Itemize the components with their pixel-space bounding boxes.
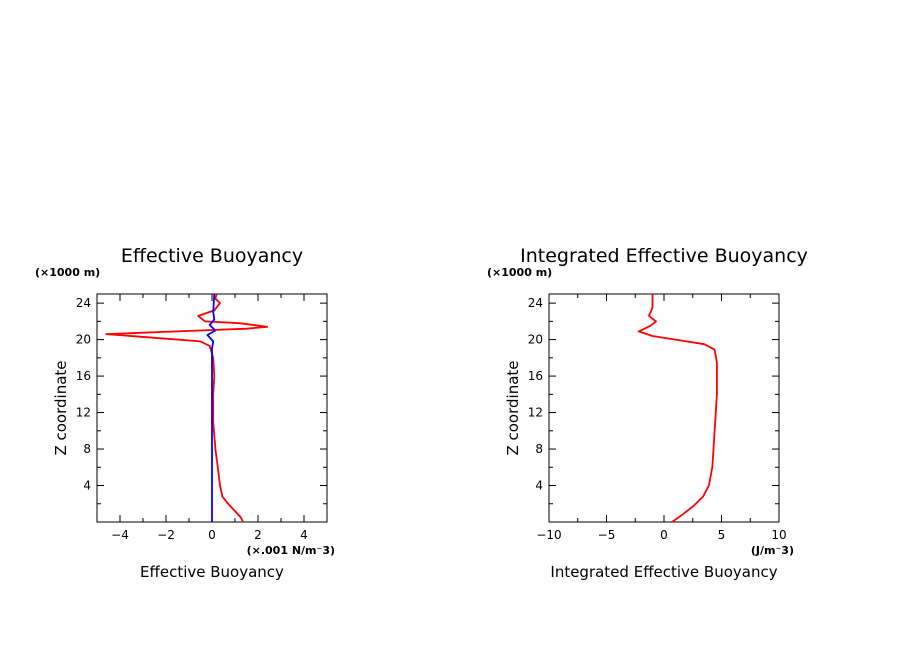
x-tick-label: −4: [111, 528, 129, 542]
x-tick-label: 0: [208, 528, 216, 542]
y-tick-label: 20: [528, 333, 543, 347]
x-tick-label: 5: [718, 528, 726, 542]
chart-title: Effective Buoyancy: [121, 245, 303, 267]
x-axis-label: Effective Buoyancy: [140, 563, 284, 581]
y-tick-label: 8: [83, 442, 91, 456]
chart-panel-2: Integrated Effective Buoyancy(×1000 m)(J…: [487, 245, 808, 581]
y-tick-label: 16: [76, 369, 91, 383]
y-tick-label: 20: [76, 333, 91, 347]
y-tick-label: 12: [528, 406, 543, 420]
x-tick-label: 2: [254, 528, 262, 542]
plot-frame: [548, 293, 780, 523]
x-tick-label: 0: [660, 528, 668, 542]
y-tick-label: 24: [76, 296, 91, 310]
x-tick-label: −2: [157, 528, 175, 542]
y-tick-label: 4: [83, 479, 91, 493]
series-line-1: [637, 294, 718, 523]
y-tick-label: 8: [535, 442, 543, 456]
y-axis-label: Z coordinate: [504, 360, 522, 455]
x-tick-label: −5: [598, 528, 616, 542]
y-axis-units: (×1000 m): [35, 266, 100, 279]
x-tick-label: 4: [300, 528, 308, 542]
chart-panel-1: Effective Buoyancy (×1000 m) (×.001 N/m⁻3)…: [35, 245, 335, 581]
chart-title: Integrated Effective Buoyancy: [520, 245, 808, 267]
y-tick-label: 4: [535, 479, 543, 493]
x-axis-units: (×.001 N/m⁻3): [247, 544, 335, 557]
y-tick-label: 24: [528, 296, 543, 310]
x-tick-label: 10: [771, 528, 786, 542]
x-axis-units: (J/m⁻3): [751, 544, 794, 557]
y-tick-label: 12: [76, 406, 91, 420]
y-tick-label: 16: [528, 369, 543, 383]
x-axis-label: Integrated Effective Buoyancy: [550, 563, 777, 581]
series-line-2: [206, 293, 217, 522]
series-line-1: [105, 293, 269, 523]
y-axis-units: (×1000 m): [487, 266, 552, 279]
y-axis-label: Z coordinate: [52, 360, 70, 455]
x-tick-label: −10: [536, 528, 561, 542]
